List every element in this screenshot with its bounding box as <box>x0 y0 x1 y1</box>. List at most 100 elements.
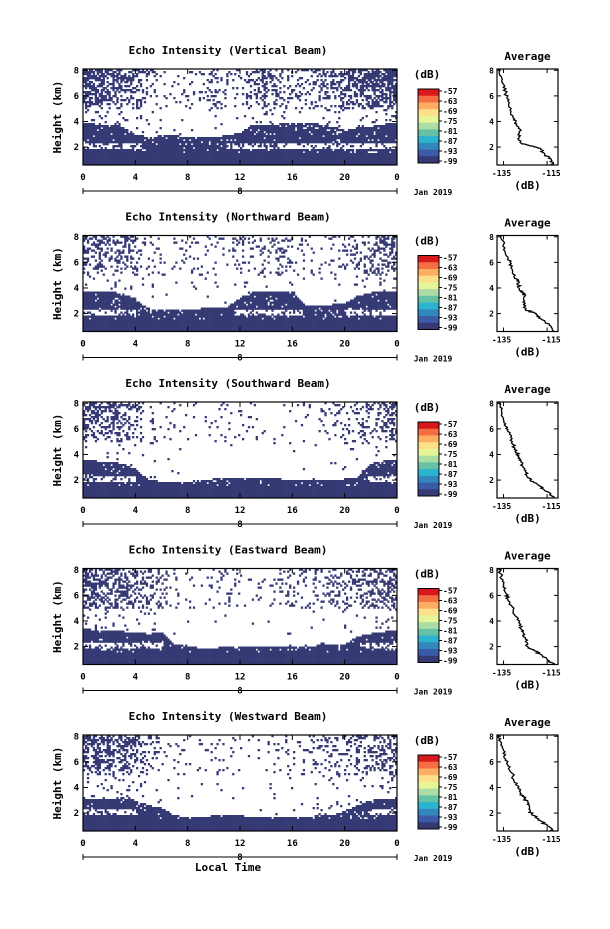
heatmap-cell <box>344 137 347 140</box>
heatmap-cell <box>92 313 96 316</box>
heatmap-cell <box>387 141 390 144</box>
heatmap-cell <box>177 321 180 324</box>
heatmap-cell <box>322 85 325 88</box>
heatmap-cell <box>106 295 109 298</box>
heatmap-cell <box>190 271 194 274</box>
heatmap-cell <box>183 77 186 80</box>
heatmap-cell <box>98 101 101 104</box>
heatmap-cell <box>226 159 229 162</box>
heatmap-cell <box>240 155 243 158</box>
heatmap-cell <box>84 77 88 80</box>
heatmap-cell <box>393 151 396 154</box>
heatmap-cell <box>94 153 98 156</box>
heatmap-cell <box>357 81 361 84</box>
heatmap-cell <box>198 143 202 146</box>
heatmap-cell <box>300 129 304 132</box>
heatmap-cell <box>344 107 347 110</box>
heatmap-cell <box>377 151 380 154</box>
heatmap-cell <box>206 147 209 150</box>
heatmap-cell <box>100 159 103 162</box>
heatmap-cell <box>281 163 284 166</box>
heatmap-cell <box>243 131 247 134</box>
heatmap-cell <box>292 123 296 126</box>
heatmap-cell <box>208 109 211 112</box>
heatmap-cell <box>310 145 313 148</box>
heatmap-cell <box>196 329 200 332</box>
heatmap-cell <box>163 151 166 154</box>
heatmap-cell <box>167 329 170 332</box>
heatmap-cell <box>379 157 382 160</box>
heatmap-cell <box>228 161 231 164</box>
heatmap-cell <box>147 155 151 158</box>
heatmap-cell <box>173 311 176 314</box>
heatmap-cell <box>214 149 217 152</box>
heatmap-cell <box>153 89 156 92</box>
heatmap-cell <box>147 321 151 324</box>
heatmap-cell <box>359 127 362 130</box>
heatmap-cell <box>190 329 194 332</box>
heatmap-cell <box>389 153 392 156</box>
heatmap-cell <box>253 131 256 134</box>
heatmap-cell <box>98 161 101 164</box>
heatmap-cell <box>320 75 323 78</box>
heatmap-cell <box>181 119 184 122</box>
heatmap-cell <box>314 131 317 134</box>
heatmap-cell <box>192 155 196 158</box>
heatmap-cell <box>157 237 160 240</box>
heatmap-cell <box>100 85 103 88</box>
heatmap-cell <box>236 133 239 136</box>
heatmap-cell <box>208 325 211 328</box>
heatmap-cell <box>100 269 103 272</box>
heatmap-cell <box>122 99 125 102</box>
heatmap-cell <box>88 97 92 100</box>
heatmap-cell <box>116 159 119 162</box>
heatmap-cell <box>245 101 249 104</box>
heatmap-cell <box>228 159 231 162</box>
heatmap-cell <box>132 297 135 300</box>
heatmap-cell <box>336 81 339 84</box>
heatmap-cell <box>316 141 319 144</box>
heatmap-cell <box>92 77 96 80</box>
heatmap-cell <box>261 163 264 166</box>
heatmap-cell <box>208 161 211 164</box>
heatmap-cell <box>279 97 282 100</box>
heatmap-cell <box>318 135 321 138</box>
heatmap-cell <box>102 155 105 158</box>
heatmap-cell <box>281 125 284 128</box>
heatmap-cell <box>247 157 251 160</box>
heatmap-cell <box>318 129 321 132</box>
heatmap-cell <box>351 133 355 136</box>
heatmap-cell <box>273 89 276 92</box>
heatmap-cell <box>92 241 96 244</box>
heatmap-cell <box>228 71 231 74</box>
heatmap-cell <box>104 97 107 100</box>
heatmap-cell <box>198 159 202 162</box>
heatmap-cell <box>100 117 103 120</box>
heatmap-cell <box>312 131 315 134</box>
heatmap-cell <box>153 71 156 74</box>
heatmap-cell <box>359 79 362 82</box>
heatmap-cell <box>114 71 117 74</box>
heatmap-cell <box>120 329 123 332</box>
heatmap-cell <box>130 91 133 94</box>
heatmap-cell <box>192 137 196 140</box>
heatmap-cell <box>361 77 364 80</box>
heatmap-cell <box>251 117 255 120</box>
heatmap-cell <box>285 155 288 158</box>
heatmap-cell <box>122 117 125 120</box>
heatmap-cell <box>371 163 374 166</box>
heatmap-cell <box>302 145 306 148</box>
heatmap-cell <box>159 145 162 148</box>
heatmap-cell <box>263 129 266 132</box>
heatmap-cell <box>106 153 109 156</box>
heatmap-cell <box>263 75 266 78</box>
heatmap-cell <box>306 129 309 132</box>
heatmap-cell <box>334 95 337 98</box>
heatmap-cell <box>369 163 372 166</box>
heatmap-cell <box>100 157 103 160</box>
heatmap-cell <box>318 151 321 154</box>
heatmap-cell <box>163 313 166 316</box>
heatmap-cell <box>194 329 198 332</box>
heatmap-cell <box>98 145 101 148</box>
heatmap-cell <box>139 329 143 332</box>
